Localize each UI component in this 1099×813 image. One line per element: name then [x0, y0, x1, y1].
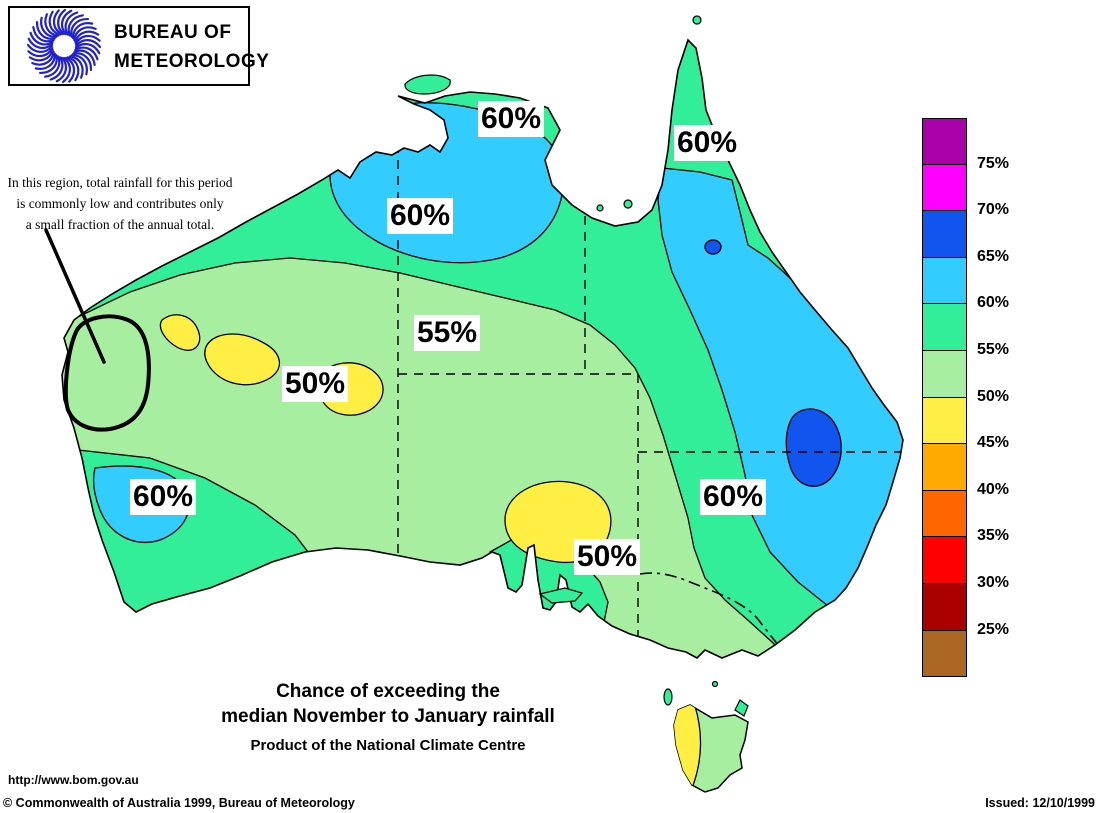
- legend-label: 25%: [977, 620, 1010, 638]
- legend-label: 65%: [977, 247, 1010, 265]
- annotation-pointer: [44, 228, 151, 432]
- footer-url: http://www.bom.gov.au: [8, 773, 139, 787]
- region-45-50-wa-lobe3: [316, 362, 384, 416]
- legend-label: 30%: [977, 574, 1010, 591]
- annotation-line1: In this region, total rainfall for this …: [7, 175, 233, 190]
- legend-color-cell: [922, 537, 967, 584]
- legend-label: 40%: [977, 480, 1010, 498]
- legend-label: 50%: [977, 387, 1010, 405]
- legend-label: 45%: [977, 434, 1010, 452]
- logo-line2: METEOROLOGY: [114, 51, 270, 72]
- legend-color-cell: [922, 304, 967, 351]
- legend-color-cell: [922, 350, 967, 398]
- legend-labels: 75% 70% 65% 60% 55% 50% 45% 40% 35% 30% 25%: [977, 118, 1037, 678]
- region-65-70-small-spot: [704, 239, 722, 255]
- legend-label: 75%: [977, 154, 1010, 172]
- legend-color-cell: [922, 490, 967, 538]
- logo-text: BUREAU OF METEOROLOGY: [114, 18, 269, 76]
- annotation-text: In this region, total rainfall for this …: [4, 172, 236, 235]
- islands: [404, 15, 749, 717]
- title-line3: Product of the National Climate Centre: [250, 737, 526, 754]
- legend-label: 35%: [977, 527, 1010, 545]
- legend-color-cell: [922, 397, 967, 445]
- region-45-50-wa-lobe2: [204, 333, 280, 386]
- footer-copyright: © Commonwealth of Australia 1999, Bureau…: [3, 796, 355, 810]
- map-title: Chance of exceeding the median November …: [168, 679, 608, 754]
- legend-color-cell: [922, 444, 967, 491]
- legend-label: 55%: [977, 341, 1010, 358]
- annotation-line2: is commonly low and contributes only: [16, 196, 224, 211]
- bom-logo-swirl-icon: [26, 8, 102, 84]
- region-45-50-wa-lobe1: [159, 314, 201, 351]
- logo-line1: BUREAU OF: [114, 22, 232, 43]
- legend-color-cell: [922, 118, 967, 165]
- footer-issued-date: Issued: 12/10/1999: [985, 796, 1095, 810]
- legend-color-cell: [922, 257, 967, 305]
- legend-color-bar: [922, 118, 967, 678]
- legend-color-cell: [922, 164, 967, 212]
- legend-label: 70%: [977, 201, 1010, 219]
- title-line2: median November to January rainfall: [221, 706, 555, 727]
- legend-color-cell: [922, 211, 967, 258]
- legend-color-cell: [922, 583, 967, 631]
- region-65-70-nsw-blob: [785, 408, 842, 487]
- legend-color-cell: [922, 630, 967, 678]
- legend-label: 60%: [977, 294, 1010, 312]
- murray-border-line: [639, 572, 783, 651]
- bom-logo: BUREAU OF METEOROLOGY: [8, 6, 269, 86]
- annotation-line3: a small fraction of the annual total.: [25, 217, 215, 232]
- title-line1: Chance of exceeding the: [276, 681, 500, 702]
